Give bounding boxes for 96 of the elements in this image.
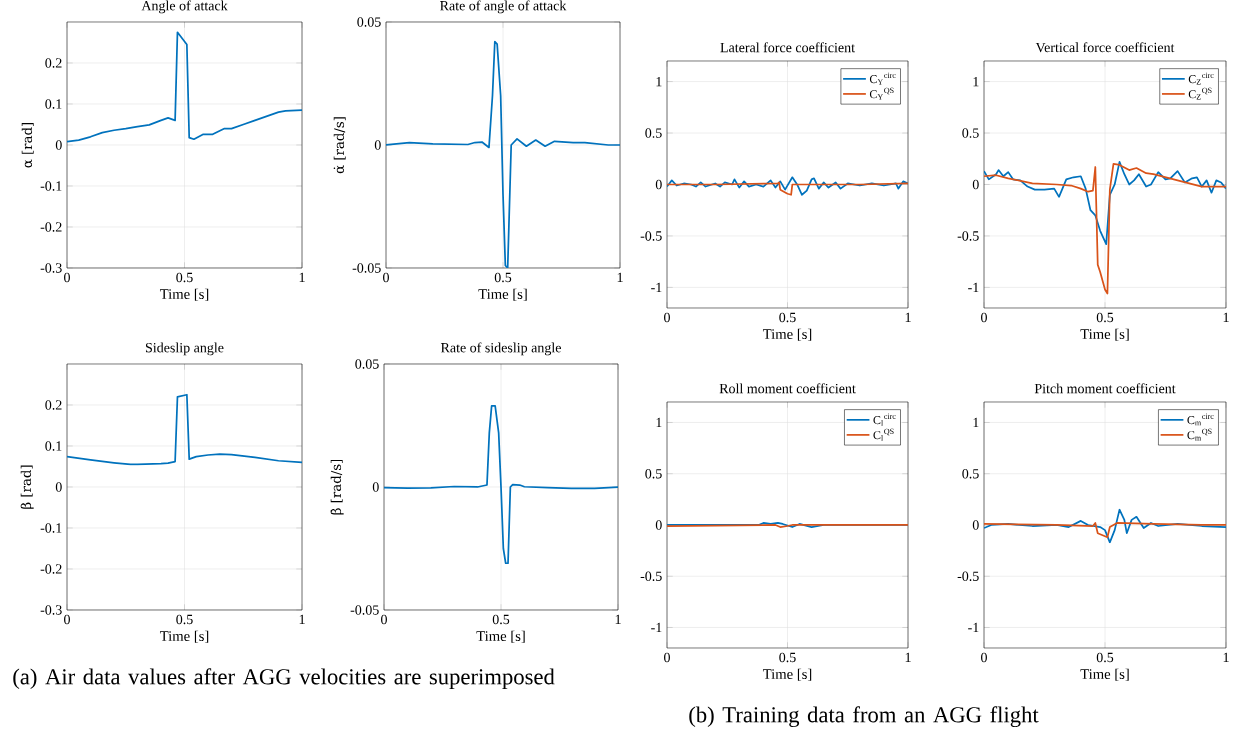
y-tick-label: -0.5 bbox=[957, 231, 979, 241]
chart-title: Sideslip angle bbox=[145, 342, 224, 356]
x-tick-label: 1 bbox=[905, 652, 911, 662]
y-tick-label: 0.5 bbox=[962, 468, 979, 479]
x-tick-label: 0 bbox=[64, 614, 70, 625]
y-tick-label: -1 bbox=[968, 622, 979, 633]
y-axis-title: β̇ [rad/s] bbox=[330, 459, 344, 515]
y-tick-label: 0 bbox=[55, 482, 62, 492]
y-tick-label: 0 bbox=[655, 520, 662, 530]
x-tick-label: 1 bbox=[1223, 312, 1229, 322]
x-tick-label: 0 bbox=[383, 272, 389, 283]
y-tick-label: 0 bbox=[655, 179, 662, 190]
y-tick-label: -0.2 bbox=[40, 222, 62, 232]
legend-label: C$_{Y}$QS bbox=[869, 87, 894, 100]
y-tick-label: -0.5 bbox=[957, 571, 979, 581]
chart-title: Pitch moment coefficient bbox=[1034, 383, 1176, 394]
x-axis-title: Time [s] bbox=[159, 288, 209, 301]
line-series bbox=[984, 160, 1226, 246]
x-tick-label: 0.5 bbox=[492, 614, 510, 625]
y-tick-label: 0 bbox=[374, 140, 381, 150]
y-axis-title: β [rad] bbox=[20, 465, 34, 509]
y-tick-label: -0.5 bbox=[640, 571, 662, 581]
y-tick-label: -0.05 bbox=[352, 263, 381, 273]
y-tick-label: 0.1 bbox=[45, 441, 62, 451]
y-tick-label: 0.05 bbox=[357, 17, 381, 27]
y-tick-label: -0.5 bbox=[640, 231, 662, 241]
legend-label: C$_{Y}$circ bbox=[869, 72, 896, 85]
y-tick-label: -0.1 bbox=[40, 181, 62, 191]
x-axis-title: Time [s] bbox=[762, 668, 812, 681]
y-tick-label: 1 bbox=[973, 76, 979, 87]
y-tick-label: -0.3 bbox=[40, 605, 62, 615]
y-tick-label: -1 bbox=[651, 622, 662, 633]
y-axis-title: α [rad] bbox=[21, 122, 34, 168]
legend-label: C$_{Z}$circ bbox=[1188, 72, 1214, 85]
y-tick-label: -0.2 bbox=[40, 564, 62, 574]
text: (a) Air data values after AGG velocities are superimposed bbox=[13, 668, 555, 690]
x-tick-label: 1 bbox=[299, 614, 305, 624]
chart-title: Angle of attack bbox=[141, 0, 228, 14]
x-tick-label: 0 bbox=[664, 312, 670, 323]
y-tick-label: 1 bbox=[656, 417, 662, 428]
x-tick-label: 1 bbox=[615, 614, 621, 624]
y-axis-title: α̇ [rad/s] bbox=[333, 117, 346, 174]
text: (b) Training data from an AGG flight bbox=[689, 706, 1039, 728]
y-tick-label: -0.05 bbox=[350, 605, 379, 615]
legend-label: C$_{Z}$QS bbox=[1188, 87, 1212, 100]
legend-label: C$_{m}$QS bbox=[1187, 428, 1212, 441]
x-axis-title: Time [s] bbox=[1080, 668, 1129, 681]
y-tick-label: 0.2 bbox=[45, 400, 62, 410]
line-series bbox=[984, 522, 1226, 539]
x-axis-title: Time [s] bbox=[159, 630, 209, 643]
x-tick-label: 0.5 bbox=[1096, 312, 1114, 323]
chart-title: Lateral force coefficient bbox=[720, 42, 855, 53]
y-tick-label: -1 bbox=[968, 282, 979, 293]
y-tick-label: -1 bbox=[651, 282, 662, 293]
x-axis-title: Time [s] bbox=[476, 630, 525, 643]
x-axis-title: Time [s] bbox=[1080, 328, 1129, 341]
x-axis-title: Time [s] bbox=[478, 288, 527, 301]
x-tick-label: 0.5 bbox=[779, 312, 796, 323]
y-tick-label: 1 bbox=[973, 417, 979, 428]
x-tick-label: 1 bbox=[1223, 652, 1229, 662]
y-tick-label: 0 bbox=[55, 140, 62, 150]
x-tick-label: 0.5 bbox=[176, 614, 193, 625]
x-axis-title: Time [s] bbox=[762, 328, 812, 341]
legend-label: C$_{l}$circ bbox=[873, 413, 896, 426]
x-tick-label: 0.5 bbox=[494, 272, 512, 283]
chart-title: Vertical force coefficient bbox=[1035, 42, 1175, 53]
x-tick-label: 0 bbox=[981, 652, 987, 663]
line-series bbox=[667, 176, 908, 196]
line-series bbox=[67, 393, 303, 466]
chart-title: Roll moment coefficient bbox=[719, 383, 856, 394]
y-tick-label: 1 bbox=[656, 76, 662, 87]
x-tick-label: 0.5 bbox=[779, 652, 796, 663]
x-tick-label: 0.5 bbox=[1096, 652, 1114, 663]
x-tick-label: 0 bbox=[64, 272, 70, 283]
y-tick-label: 0 bbox=[372, 482, 379, 492]
x-tick-label: 0 bbox=[981, 312, 987, 323]
y-tick-label: 0.05 bbox=[355, 359, 379, 369]
x-tick-label: 0.5 bbox=[176, 272, 193, 283]
chart-title: Rate of angle of attack bbox=[440, 0, 567, 14]
legend-label: C$_{m}$circ bbox=[1187, 413, 1214, 426]
legend-label: C$_{l}$QS bbox=[873, 428, 894, 441]
x-tick-label: 1 bbox=[905, 312, 911, 322]
x-tick-label: 1 bbox=[617, 272, 623, 282]
chart-title: Rate of sideslip angle bbox=[440, 342, 561, 356]
y-tick-label: 0 bbox=[972, 179, 979, 190]
y-tick-label: 0.5 bbox=[962, 128, 979, 138]
x-tick-label: 0 bbox=[664, 652, 670, 663]
line-series bbox=[384, 404, 618, 565]
y-tick-label: 0.1 bbox=[45, 99, 62, 109]
y-tick-label: 0.5 bbox=[645, 128, 662, 138]
y-tick-label: -0.3 bbox=[40, 263, 62, 273]
y-tick-label: 0.2 bbox=[45, 58, 62, 68]
y-tick-label: -0.1 bbox=[40, 523, 62, 533]
x-tick-label: 1 bbox=[299, 272, 305, 282]
y-tick-label: 0 bbox=[972, 520, 979, 530]
y-tick-label: 0.5 bbox=[645, 468, 662, 479]
